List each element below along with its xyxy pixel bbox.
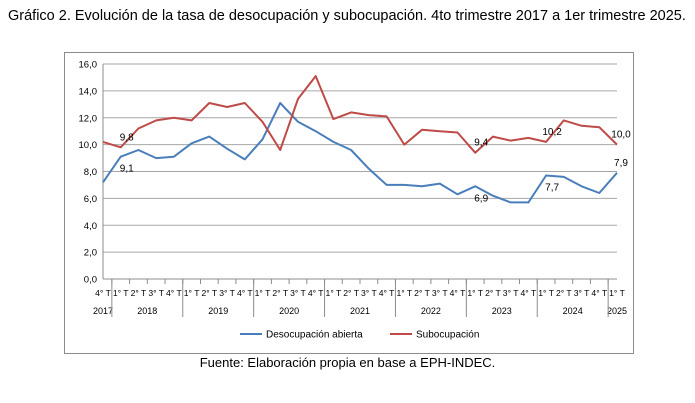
data-label: 7,7 bbox=[545, 183, 559, 194]
x-quarter-label: 4° T bbox=[450, 288, 466, 298]
legend-label: Subocupación bbox=[416, 330, 479, 341]
x-quarter-label: 3° T bbox=[503, 288, 519, 298]
data-labels: 9,1 9,8 9,4 6,9 10,2 7,7 10,0 7,9 bbox=[120, 127, 631, 204]
data-label: 7,9 bbox=[614, 158, 628, 169]
x-year-label: 2020 bbox=[279, 306, 299, 316]
x-quarter-label: 1° T bbox=[396, 288, 412, 298]
y-tick-label: 6,0 bbox=[84, 194, 97, 205]
x-quarter-label: 1° T bbox=[113, 288, 129, 298]
x-year-label: 2022 bbox=[421, 306, 441, 316]
series-line-subocupacion bbox=[102, 75, 618, 154]
x-year-label: 2019 bbox=[208, 306, 228, 316]
data-label: 10,0 bbox=[611, 130, 631, 141]
data-label: 9,8 bbox=[120, 132, 134, 143]
x-quarter-label: 1° T bbox=[326, 288, 342, 298]
x-year-label: 2021 bbox=[350, 306, 370, 316]
y-tick-label: 14,0 bbox=[79, 86, 98, 97]
source-note: Fuente: Elaboración propia en base a EPH… bbox=[199, 355, 496, 370]
y-tick-label: 16,0 bbox=[79, 60, 98, 71]
x-quarter-label: 4° T bbox=[308, 288, 324, 298]
x-quarter-label: 2° T bbox=[556, 288, 572, 298]
x-quarter-label: 3° T bbox=[219, 288, 235, 298]
chart-frame bbox=[64, 52, 634, 354]
chart-title: Gráfico 2. Evolución de la tasa de desoc… bbox=[8, 8, 686, 24]
x-quarter-label: 3° T bbox=[148, 288, 164, 298]
x-quarter-label: 2° T bbox=[201, 288, 217, 298]
y-tick-label: 10,0 bbox=[79, 140, 98, 151]
data-label: 6,9 bbox=[474, 193, 488, 204]
y-tick-label: 4,0 bbox=[84, 221, 97, 232]
data-label: 10,2 bbox=[542, 127, 562, 138]
x-quarter-label: 4° T bbox=[591, 288, 607, 298]
y-tick-label: 2,0 bbox=[84, 248, 97, 259]
legend-label: Desocupación abierta bbox=[266, 330, 363, 341]
x-quarter-label: 2° T bbox=[131, 288, 147, 298]
y-tick-label: 12,0 bbox=[79, 113, 98, 124]
y-axis: 0,0 2,0 4,0 6,0 8,0 10,0 12,0 14,0 16,0 bbox=[79, 60, 104, 286]
gridlines bbox=[103, 63, 617, 280]
x-quarter-label: 4° T bbox=[521, 288, 537, 298]
x-year-label: 2025 bbox=[607, 306, 627, 316]
x-quarter-label: 2° T bbox=[272, 288, 288, 298]
y-tick-label: 0,0 bbox=[84, 275, 97, 286]
x-quarter-label: 1° T bbox=[467, 288, 483, 298]
x-quarter-label: 1° T bbox=[538, 288, 554, 298]
x-quarter-label: 4° T bbox=[237, 288, 253, 298]
x-quarter-label: 3° T bbox=[574, 288, 590, 298]
x-quarter-label: 4° T bbox=[95, 288, 111, 298]
x-year-label: 2018 bbox=[137, 306, 157, 316]
y-tick-label: 8,0 bbox=[84, 167, 97, 178]
x-year-label: 2024 bbox=[563, 306, 583, 316]
legend: Desocupación abierta Subocupación bbox=[240, 330, 479, 341]
x-quarter-label: 3° T bbox=[432, 288, 448, 298]
x-quarter-label: 4° T bbox=[379, 288, 395, 298]
x-axis: 4° T 1° T 2° T 3° T 4° T 1° T 2° T 3° T 4° T 1° T… bbox=[93, 278, 627, 317]
x-year-label: 2023 bbox=[492, 306, 512, 316]
x-quarter-label: 1° T bbox=[184, 288, 200, 298]
x-quarter-label: 2° T bbox=[414, 288, 430, 298]
x-year-label: 2017 bbox=[93, 306, 113, 316]
x-quarter-label: 1° T bbox=[609, 288, 625, 298]
x-quarter-label: 2° T bbox=[485, 288, 501, 298]
x-quarter-label: 1° T bbox=[255, 288, 271, 298]
data-label: 9,4 bbox=[474, 138, 488, 149]
x-quarter-label: 3° T bbox=[290, 288, 306, 298]
x-quarter-label: 2° T bbox=[343, 288, 359, 298]
x-quarter-label: 3° T bbox=[361, 288, 377, 298]
x-quarter-label: 4° T bbox=[166, 288, 182, 298]
series-lines bbox=[102, 75, 618, 204]
series-line-desocupacion bbox=[102, 102, 618, 204]
data-label: 9,1 bbox=[120, 164, 134, 175]
